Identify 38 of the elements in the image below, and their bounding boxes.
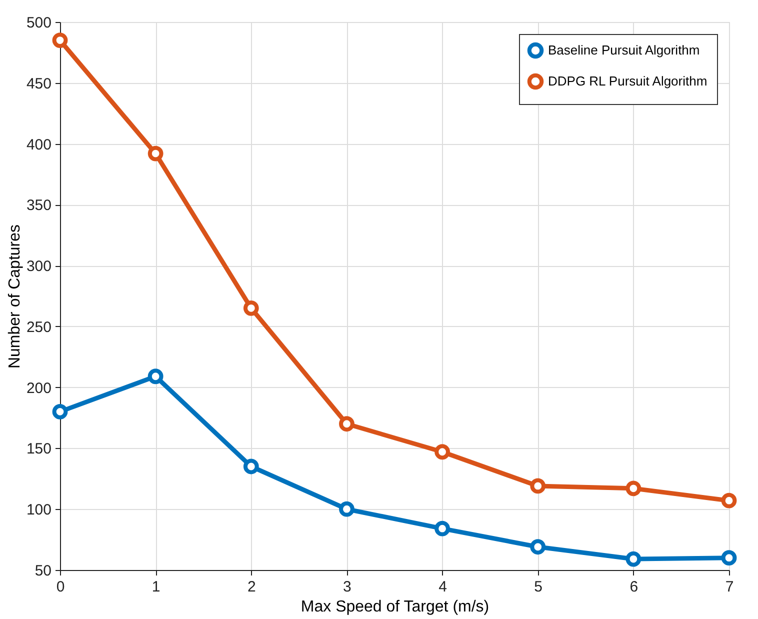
x-tick-label: 0 — [56, 578, 65, 596]
x-tick-label: 3 — [343, 578, 352, 596]
point — [243, 458, 259, 474]
y-tick-label: 400 — [26, 136, 52, 154]
y-tick-label: 500 — [26, 14, 52, 32]
point — [52, 32, 68, 48]
point — [243, 300, 259, 316]
point — [148, 368, 164, 384]
y-tick-label: 50 — [34, 562, 52, 580]
x-tick-label: 7 — [725, 578, 734, 596]
x-tick-label: 6 — [630, 578, 638, 596]
point — [721, 550, 737, 566]
point — [626, 480, 642, 496]
y-tick-label: 150 — [26, 440, 52, 458]
point — [434, 520, 450, 536]
point — [52, 404, 68, 420]
legend-label: DDPG RL Pursuit Algorithm — [548, 74, 708, 88]
legend-label: Baseline Pursuit Algorithm — [548, 42, 700, 58]
point — [434, 444, 450, 460]
y-tick-label: 250 — [26, 318, 52, 336]
x-tick-label: 4 — [438, 578, 447, 596]
point — [339, 416, 354, 432]
point — [530, 478, 546, 494]
y-tick-label: 100 — [26, 502, 52, 519]
point — [626, 551, 642, 567]
y-axis-title: Number of Captures — [6, 224, 24, 369]
x-tick-label: 1 — [152, 578, 160, 596]
y-tick-label: 450 — [26, 75, 52, 92]
x-tick-label: 2 — [247, 578, 256, 596]
point — [339, 501, 354, 517]
point — [721, 492, 737, 508]
y-tick-label: 350 — [26, 197, 52, 214]
x-axis-title: Max Speed of Target (m/s) — [300, 598, 490, 616]
point — [530, 539, 546, 555]
y-tick-label: 300 — [26, 258, 52, 276]
point — [148, 146, 164, 162]
x-tick-label: 5 — [534, 578, 543, 596]
y-tick-label: 200 — [26, 380, 52, 397]
